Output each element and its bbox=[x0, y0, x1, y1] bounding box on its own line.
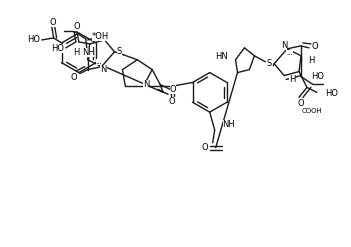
Text: O: O bbox=[73, 21, 80, 31]
Text: H: H bbox=[73, 48, 80, 57]
Text: N: N bbox=[143, 80, 150, 89]
Text: S: S bbox=[267, 59, 272, 68]
Text: NH: NH bbox=[82, 48, 94, 57]
Text: N: N bbox=[281, 41, 287, 50]
Text: O: O bbox=[49, 18, 56, 27]
Text: S: S bbox=[117, 47, 122, 56]
Text: HN: HN bbox=[215, 52, 227, 61]
Text: O: O bbox=[298, 99, 304, 108]
Text: O: O bbox=[170, 85, 176, 94]
Text: O: O bbox=[312, 42, 318, 51]
Text: H: H bbox=[308, 56, 314, 65]
Text: HO: HO bbox=[27, 36, 40, 44]
Text: ...: ... bbox=[95, 59, 102, 65]
Text: *OH: *OH bbox=[92, 33, 109, 41]
Text: O: O bbox=[201, 143, 208, 152]
Text: O: O bbox=[169, 97, 176, 106]
Text: HO: HO bbox=[325, 89, 338, 98]
Text: COOH: COOH bbox=[302, 108, 322, 114]
Text: HO: HO bbox=[311, 72, 324, 81]
Text: H: H bbox=[289, 75, 295, 84]
Text: N: N bbox=[100, 65, 107, 74]
Text: ...: ... bbox=[286, 50, 293, 56]
Text: O: O bbox=[71, 73, 77, 82]
Text: NH: NH bbox=[223, 121, 236, 129]
Text: HO: HO bbox=[52, 44, 65, 53]
